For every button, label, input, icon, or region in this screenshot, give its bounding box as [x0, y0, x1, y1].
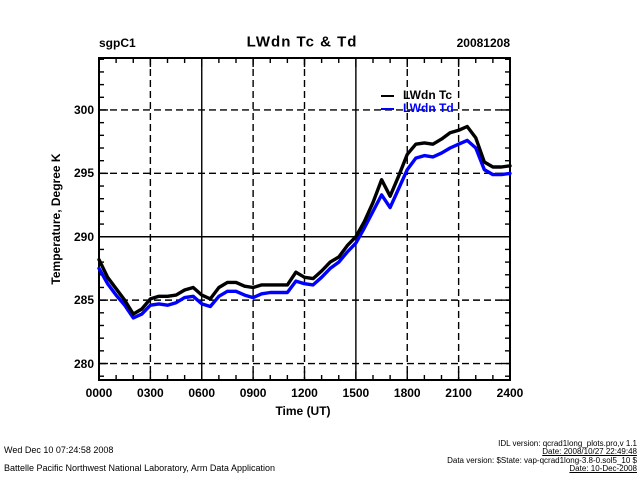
y-tick-label: 280 [73, 356, 94, 371]
footer-idl-version: IDL version: qcrad1long_plots.pro,v 1.1 [498, 439, 637, 448]
x-tick-label: 0900 [239, 386, 267, 400]
x-tick-label: 1800 [393, 386, 421, 400]
site-label: sgpC1 [99, 36, 136, 50]
x-tick-label: 0000 [85, 386, 113, 400]
footer-idl-date: Date: 2008/10/27 22:49:48 [542, 447, 637, 457]
plot-title: LWdn Tc & Td [246, 33, 358, 51]
x-tick-label: 1200 [291, 386, 318, 400]
x-tick-label: 2100 [445, 386, 472, 400]
legend-line-tc [381, 94, 394, 97]
footer-organization: Battelle Pacific Northwest National Labo… [4, 463, 275, 473]
plot-date-label: 20081208 [456, 36, 510, 50]
y-tick-label: 295 [73, 166, 94, 181]
legend-label-td: LWdn Td [403, 101, 454, 115]
x-tick-label: 1500 [342, 386, 370, 400]
y-tick-label: 300 [73, 102, 94, 117]
footer-timestamp: Wed Dec 10 07:24:58 2008 [4, 445, 114, 455]
x-tick-label: 2400 [496, 386, 524, 400]
legend-item-td: LWdn Td [381, 101, 454, 115]
legend-label-tc: LWdn Tc [403, 88, 453, 102]
x-axis-label: Time (UT) [275, 404, 331, 418]
footer-plot-date: Date: 10-Dec-2008 [569, 464, 637, 474]
y-tick-label: 290 [73, 229, 94, 244]
footer-data-version: Data version: $State: vap-qcrad1long-3.8… [447, 455, 637, 465]
legend-line-td [381, 107, 394, 110]
x-tick-label: 0600 [188, 386, 216, 400]
legend-item-tc: LWdn Tc [381, 88, 452, 102]
x-tick-label: 0300 [137, 386, 164, 400]
footer-version-block: IDL version: qcrad1long_plots.pro,v 1.1 … [447, 439, 637, 474]
y-tick-label: 285 [73, 293, 94, 308]
